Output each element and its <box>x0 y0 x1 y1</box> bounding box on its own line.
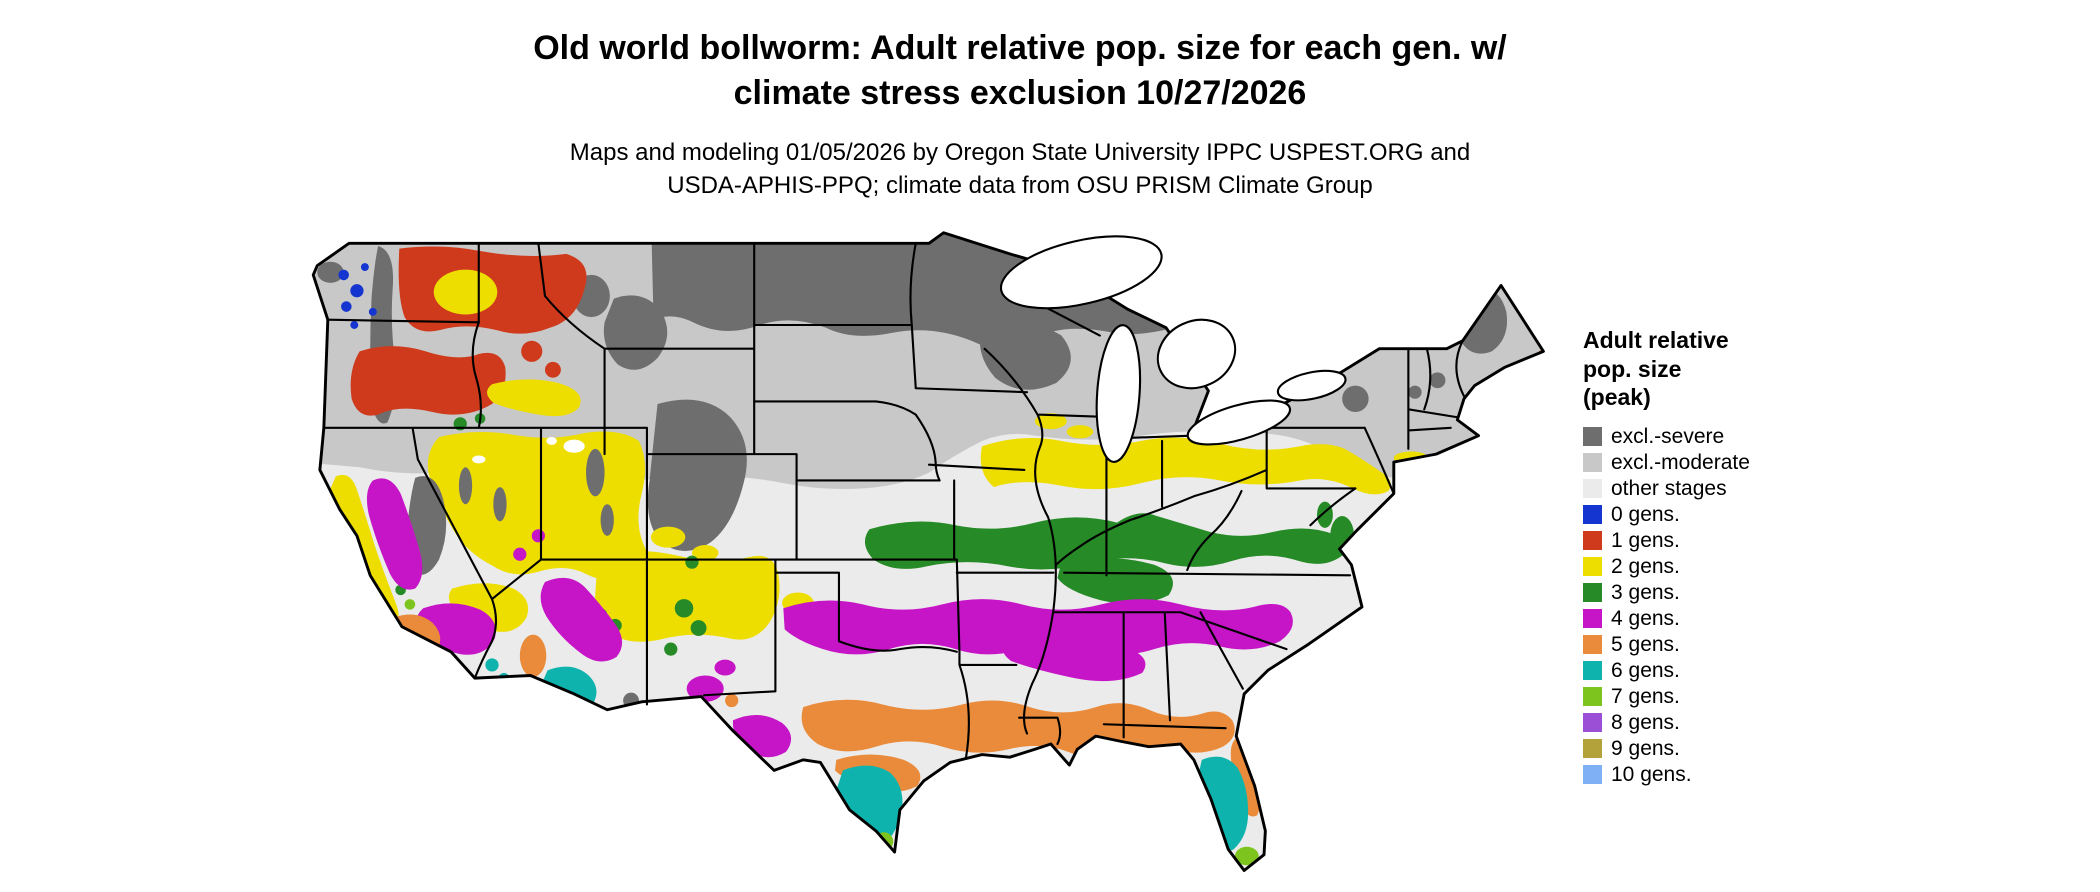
legend-title-line2: pop. size <box>1583 355 1682 382</box>
legend-item: excl.-moderate <box>1583 450 1863 476</box>
legend-color-swatch <box>1583 661 1602 681</box>
lake-ontario <box>1276 369 1347 402</box>
legend-item: 1 gens. <box>1583 528 1863 554</box>
legend-item-label: 7 gens. <box>1611 684 1680 708</box>
legend-item-label: 8 gens. <box>1611 710 1680 734</box>
legend-item-label: 2 gens. <box>1611 554 1680 578</box>
lake-huron <box>1156 318 1237 390</box>
legend-color-swatch <box>1583 609 1602 629</box>
page-subtitle-line2: USDA-APHIS-PPQ; climate data from OSU PR… <box>667 171 1373 199</box>
legend-item-label: 4 gens. <box>1611 606 1680 630</box>
legend-color-swatch <box>1583 427 1602 447</box>
legend-color-swatch <box>1583 557 1602 577</box>
legend-item: 4 gens. <box>1583 606 1863 632</box>
legend-item: 6 gens. <box>1583 658 1863 684</box>
legend-item-label: 0 gens. <box>1611 502 1680 526</box>
legend-item-label: 6 gens. <box>1611 658 1680 682</box>
legend-item: other stages <box>1583 476 1863 502</box>
us-generation-map <box>300 213 1558 885</box>
legend-items: excl.-severe excl.-moderate other stages… <box>1583 424 1863 788</box>
legend-title-line3: (peak) <box>1583 384 1651 411</box>
inland-water-specks <box>472 437 585 464</box>
legend-item: 3 gens. <box>1583 580 1863 606</box>
legend-color-swatch <box>1583 713 1602 733</box>
legend-color-swatch <box>1583 635 1602 655</box>
map-legend: Adult relative pop. size (peak) excl.-se… <box>1583 326 1863 788</box>
lake-superior <box>999 235 1163 310</box>
state-borders <box>322 242 1466 759</box>
legend-item: excl.-severe <box>1583 424 1863 450</box>
legend-item-label: 9 gens. <box>1611 736 1680 760</box>
legend-item: 10 gens. <box>1583 762 1863 788</box>
legend-item-label: excl.-moderate <box>1611 450 1750 474</box>
legend-item: 9 gens. <box>1583 736 1863 762</box>
legend-item: 2 gens. <box>1583 554 1863 580</box>
lake-michigan <box>1095 324 1142 463</box>
legend-color-swatch <box>1583 453 1602 473</box>
legend-color-swatch <box>1583 505 1602 525</box>
page-subtitle: Maps and modeling 01/05/2026 by Oregon S… <box>0 136 2040 202</box>
legend-item-label: 5 gens. <box>1611 632 1680 656</box>
legend-item-label: excl.-severe <box>1611 424 1725 448</box>
us-map-svg <box>311 231 1545 872</box>
region-2-gens <box>330 269 1429 642</box>
page-title-line2: climate stress exclusion 10/27/2026 <box>733 73 1307 112</box>
legend-color-swatch <box>1583 531 1602 551</box>
legend-color-swatch <box>1583 479 1602 499</box>
legend-title-line1: Adult relative <box>1583 327 1729 353</box>
legend-item-label: 3 gens. <box>1611 580 1680 604</box>
legend-item-label: other stages <box>1611 476 1727 500</box>
legend-item: 8 gens. <box>1583 710 1863 736</box>
legend-color-swatch <box>1583 765 1602 785</box>
legend-color-swatch <box>1583 583 1602 603</box>
page-title-line1: Old world bollworm: Adult relative pop. … <box>533 29 1507 67</box>
lake-erie <box>1186 399 1292 446</box>
legend-color-swatch <box>1583 687 1602 707</box>
page-subtitle-line1: Maps and modeling 01/05/2026 by Oregon S… <box>569 138 1471 166</box>
legend-item-label: 10 gens. <box>1611 762 1692 786</box>
us-outline <box>311 231 1545 872</box>
legend-item: 5 gens. <box>1583 632 1863 658</box>
legend-item-label: 1 gens. <box>1611 528 1680 552</box>
legend-item: 7 gens. <box>1583 684 1863 710</box>
great-lakes <box>999 235 1347 463</box>
legend-color-swatch <box>1583 739 1602 759</box>
region-0-gens <box>338 263 377 329</box>
map-header: Old world bollworm: Adult relative pop. … <box>0 26 2040 202</box>
legend-item: 0 gens. <box>1583 502 1863 528</box>
